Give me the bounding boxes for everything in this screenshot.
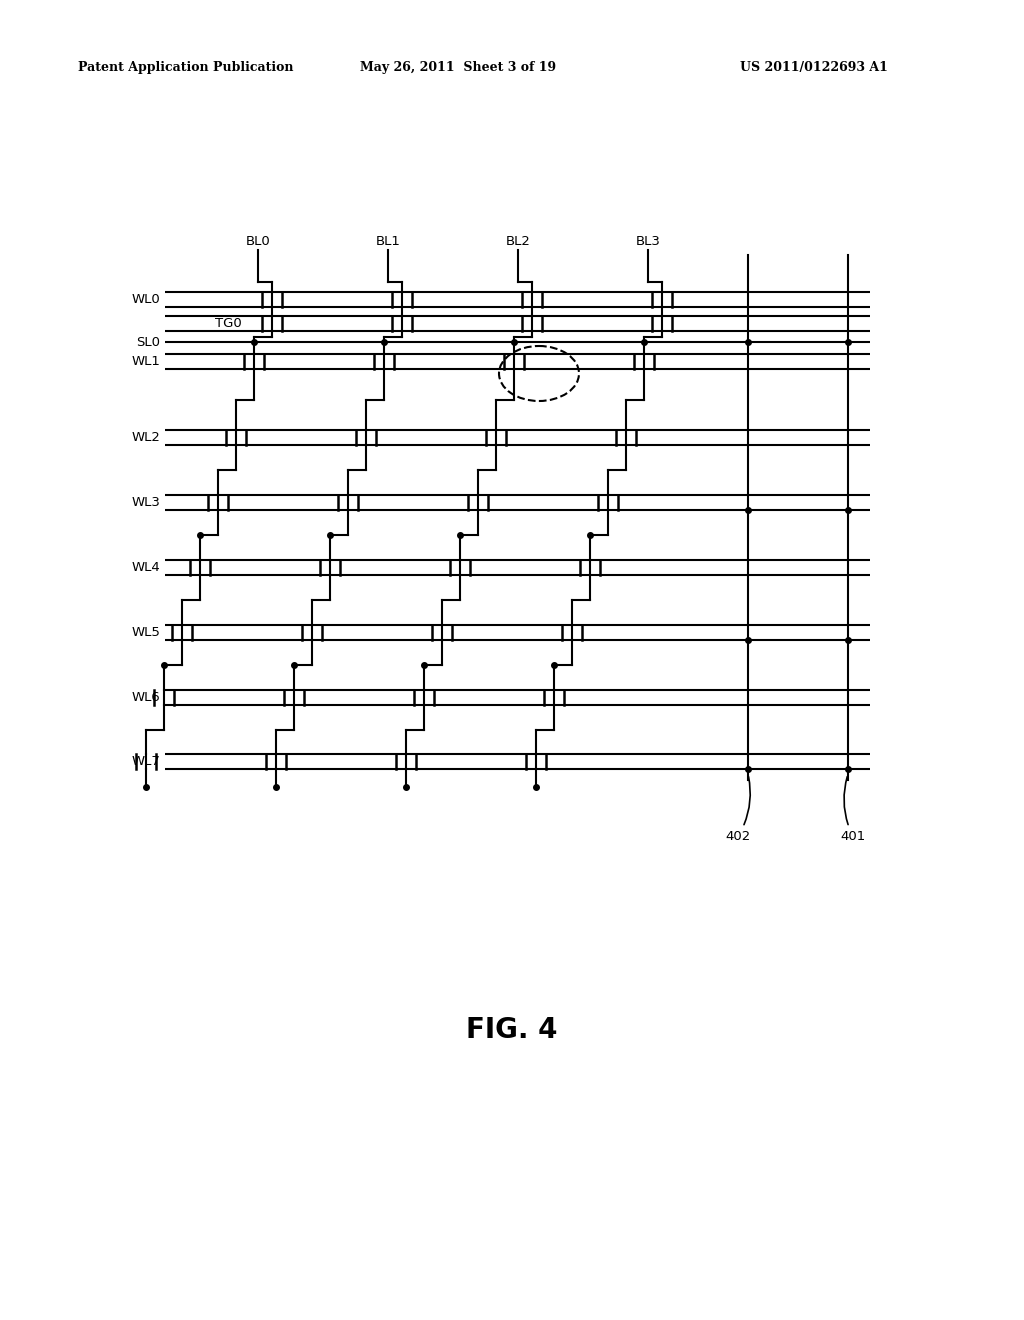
Text: WL1: WL1	[131, 355, 160, 368]
Text: Patent Application Publication: Patent Application Publication	[78, 62, 294, 74]
Text: BL1: BL1	[376, 235, 400, 248]
Text: BL2: BL2	[506, 235, 530, 248]
Text: WL0: WL0	[131, 293, 160, 306]
Text: WL7: WL7	[131, 755, 160, 768]
Text: WL4: WL4	[131, 561, 160, 574]
Text: TG0: TG0	[215, 317, 242, 330]
Text: SL0: SL0	[136, 335, 160, 348]
Text: WL3: WL3	[131, 496, 160, 510]
Text: US 2011/0122693 A1: US 2011/0122693 A1	[740, 62, 888, 74]
Text: May 26, 2011  Sheet 3 of 19: May 26, 2011 Sheet 3 of 19	[360, 62, 556, 74]
Text: BL3: BL3	[636, 235, 660, 248]
Text: FIG. 4: FIG. 4	[466, 1016, 558, 1044]
Text: WL5: WL5	[131, 626, 160, 639]
Text: 402: 402	[725, 776, 751, 843]
Text: WL6: WL6	[131, 690, 160, 704]
Text: WL2: WL2	[131, 432, 160, 444]
Text: BL0: BL0	[246, 235, 270, 248]
Text: 401: 401	[841, 776, 865, 843]
